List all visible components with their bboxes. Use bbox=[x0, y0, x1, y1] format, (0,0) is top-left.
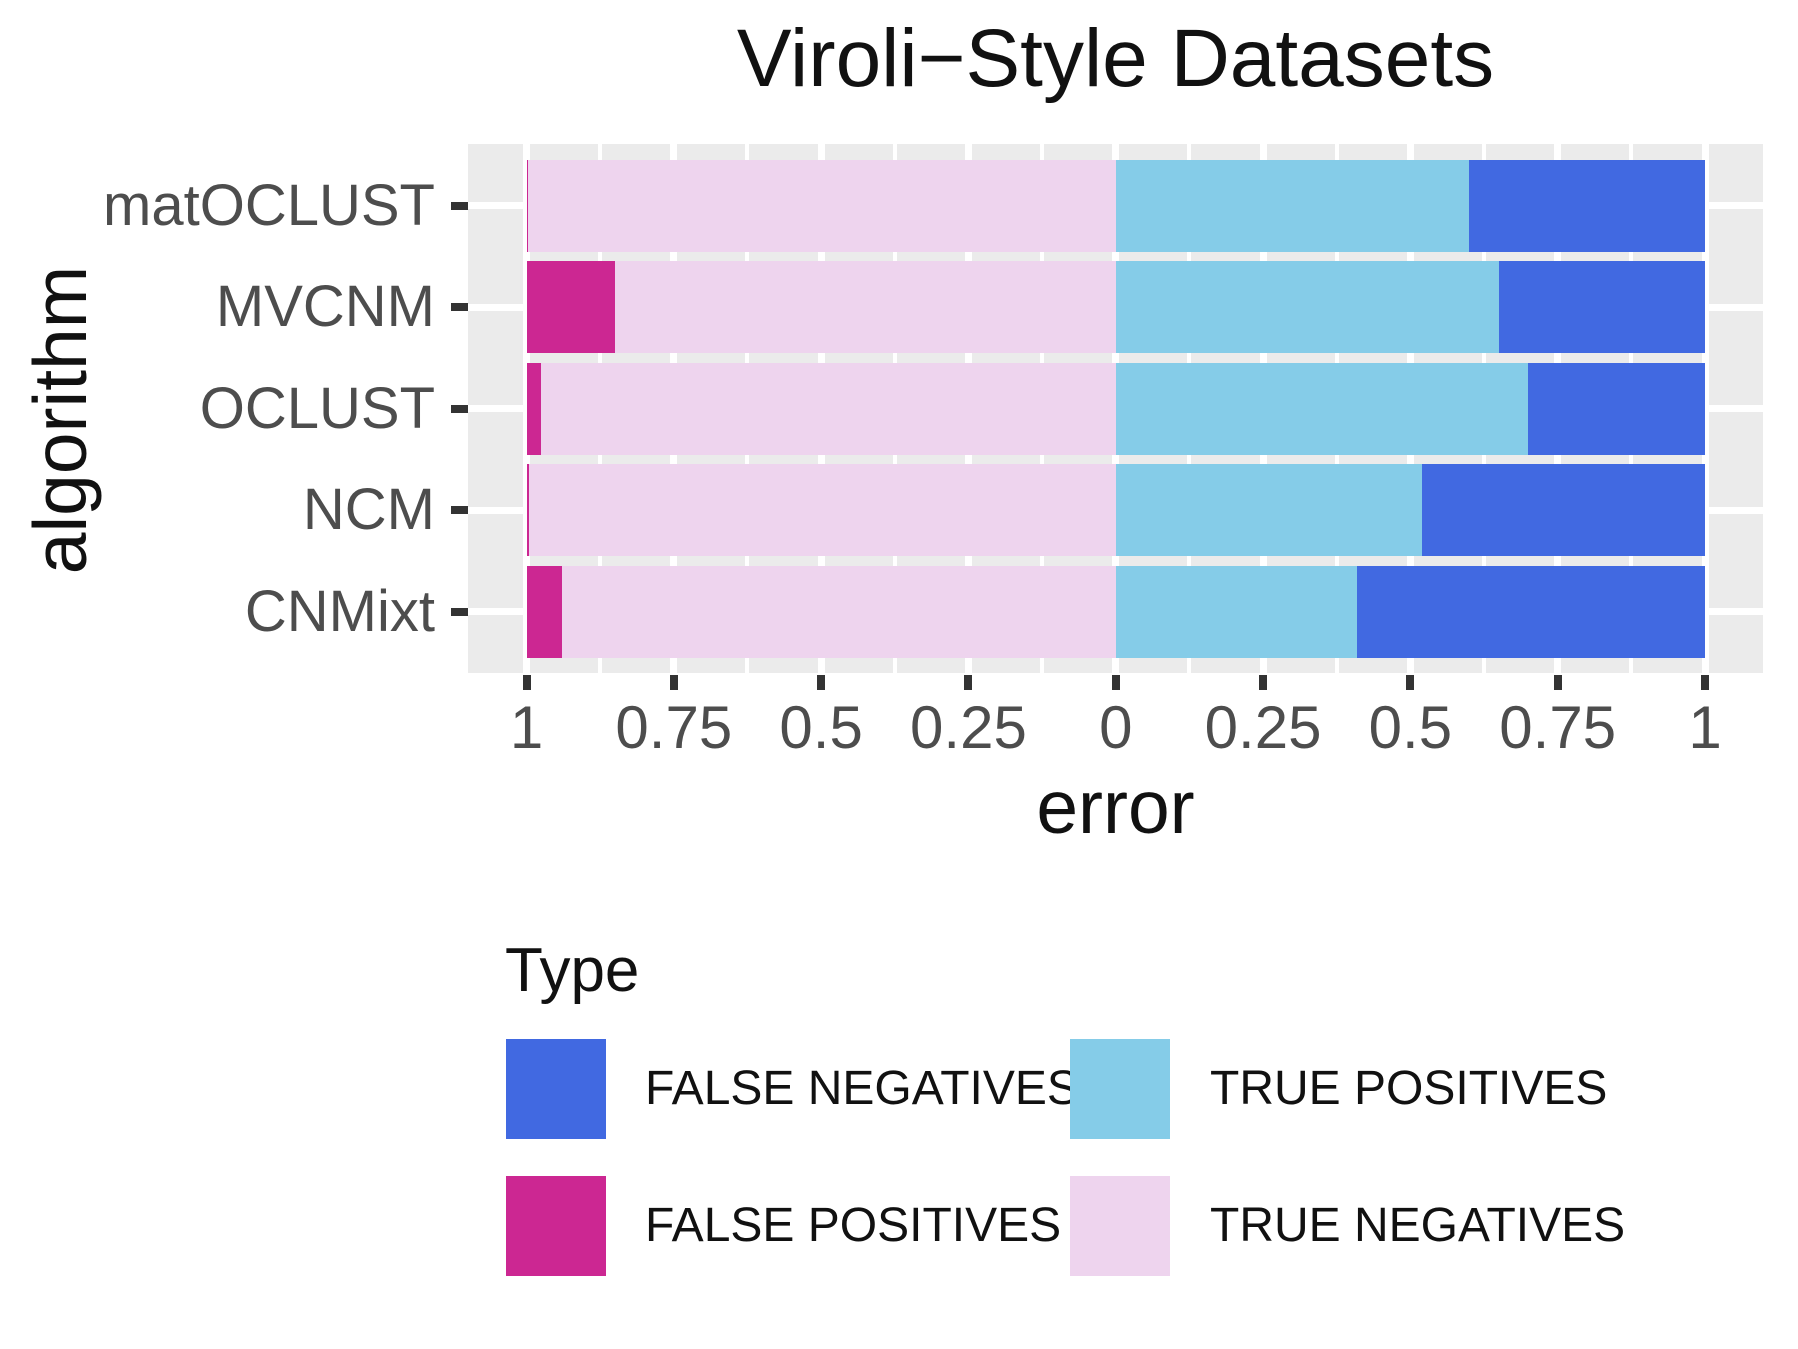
x-tick-label-0.75: 0.75 bbox=[1499, 694, 1617, 761]
legend-label-false-positives: FALSE POSITIVES bbox=[645, 1199, 1062, 1252]
y-axis-title: algorithm bbox=[18, 265, 102, 575]
x-tick-mark bbox=[1259, 675, 1268, 690]
y-tick-mark bbox=[451, 404, 468, 413]
bar-segment-true-positives-OCLUST bbox=[1115, 362, 1529, 455]
bar-segment-true-negatives-CNMixt bbox=[561, 565, 1116, 658]
bar-segment-false-negatives-OCLUST bbox=[1528, 362, 1705, 455]
x-tick-label-1: 1 bbox=[509, 694, 544, 761]
x-tick-mark bbox=[1701, 675, 1709, 690]
bar-segment-true-negatives-matOCLUST bbox=[528, 159, 1116, 252]
x-tick-mark bbox=[964, 675, 973, 690]
x-tick-mark bbox=[522, 675, 531, 690]
legend-title: Type bbox=[505, 936, 640, 1005]
x-tick-mark bbox=[1111, 675, 1120, 690]
x-tick-label-1: 1 bbox=[1688, 694, 1722, 761]
x-tick-mark bbox=[1553, 675, 1562, 690]
y-tick-mark bbox=[451, 201, 468, 210]
x-axis-title: error bbox=[1036, 765, 1195, 849]
bar-segment-false-positives-MVCNM bbox=[526, 261, 615, 353]
y-tick-mark bbox=[451, 303, 468, 311]
legend-label-true-negatives: TRUE NEGATIVES bbox=[1210, 1199, 1626, 1252]
bar-segment-true-negatives-NCM bbox=[529, 464, 1116, 556]
x-tick-label-0.5: 0.5 bbox=[1368, 694, 1453, 761]
legend-swatch-true-positives bbox=[1070, 1039, 1170, 1139]
bar-segment-false-negatives-NCM bbox=[1422, 464, 1705, 556]
legend-swatch-true-negatives bbox=[1070, 1176, 1170, 1276]
x-tick-mark bbox=[1406, 675, 1415, 690]
x-tick-mark bbox=[669, 675, 678, 690]
bar-segment-true-negatives-MVCNM bbox=[614, 261, 1116, 353]
bar-segment-false-positives-CNMixt bbox=[526, 565, 562, 658]
chart-title: Viroli−Style Datasets bbox=[736, 13, 1495, 104]
legend-swatch-false-negatives bbox=[506, 1039, 606, 1139]
x-tick-label-0.25: 0.25 bbox=[1204, 694, 1322, 761]
bar-segment-true-negatives-OCLUST bbox=[541, 362, 1116, 455]
bar-segment-false-positives-NCM bbox=[526, 464, 530, 556]
bar-segment-false-negatives-matOCLUST bbox=[1469, 159, 1705, 252]
x-tick-mark bbox=[817, 675, 826, 690]
bar-segment-true-positives-CNMixt bbox=[1115, 565, 1358, 658]
legend-label-true-positives: TRUE POSITIVES bbox=[1210, 1062, 1608, 1115]
y-tick-label-NCM: NCM bbox=[302, 477, 435, 542]
y-tick-mark bbox=[451, 506, 468, 514]
bar-segment-false-negatives-CNMixt bbox=[1357, 565, 1705, 658]
legend-label-false-negatives: FALSE NEGATIVES bbox=[645, 1062, 1079, 1115]
legend-swatch-false-positives bbox=[506, 1176, 606, 1276]
bar-segment-true-positives-matOCLUST bbox=[1115, 159, 1470, 252]
y-tick-label-OCLUST: OCLUST bbox=[199, 375, 435, 441]
y-tick-label-MVCNM: MVCNM bbox=[215, 274, 435, 339]
x-tick-label-0: 0 bbox=[1099, 694, 1133, 761]
y-tick-label-CNMixt: CNMixt bbox=[244, 578, 435, 644]
x-tick-label-0.75: 0.75 bbox=[615, 694, 733, 761]
bar-segment-true-positives-NCM bbox=[1115, 464, 1423, 556]
y-tick-mark bbox=[451, 607, 468, 616]
bar-segment-false-positives-OCLUST bbox=[526, 362, 542, 455]
bar-segment-true-positives-MVCNM bbox=[1115, 261, 1499, 353]
x-tick-label-0.25: 0.25 bbox=[910, 694, 1027, 761]
bar-segment-false-negatives-MVCNM bbox=[1498, 261, 1705, 353]
bar-segment-false-positives-matOCLUST bbox=[526, 159, 529, 252]
y-tick-label-matOCLUST: matOCLUST bbox=[103, 172, 435, 238]
x-tick-label-0.5: 0.5 bbox=[779, 694, 863, 761]
plot-panel bbox=[468, 144, 1763, 673]
